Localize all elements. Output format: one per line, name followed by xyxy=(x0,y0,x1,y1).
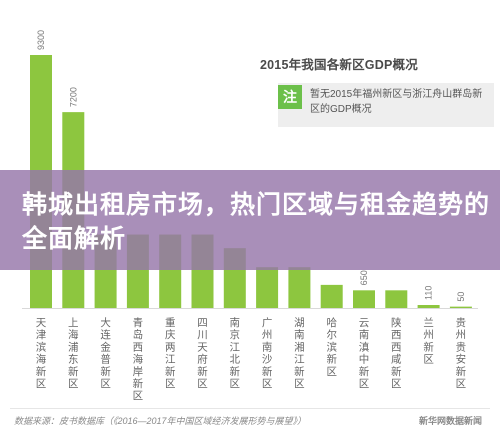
category-label: 云南滇中新区 xyxy=(359,317,370,390)
footer-brand: 新华网数据新闻 xyxy=(418,416,482,426)
chart-title: 2015年我国各新区GDP概况 xyxy=(260,58,418,72)
category-label: 重庆两江新区 xyxy=(165,316,176,390)
category-label: 陕西西咸新区 xyxy=(391,316,402,390)
bar-value-label: 50 xyxy=(456,292,466,302)
bar xyxy=(288,267,311,308)
bar xyxy=(449,306,472,308)
category-label: 上海浦东新区 xyxy=(68,317,79,390)
bar xyxy=(320,284,343,308)
category-label: 湖南湘江新区 xyxy=(294,317,305,390)
category-label: 贵州贵安新区 xyxy=(456,316,467,390)
bar-value-label: 7200 xyxy=(68,87,78,107)
category-label: 天津滨海新区 xyxy=(36,317,47,390)
footer-divider xyxy=(10,408,490,409)
category-label: 兰州新区 xyxy=(423,316,434,366)
category-label: 南京江北新区 xyxy=(230,316,241,390)
bar-value-label: 650 xyxy=(359,270,369,285)
bar-value-label: 9300 xyxy=(36,30,46,50)
bar xyxy=(353,290,375,308)
bar-value-label: 110 xyxy=(424,286,434,300)
category-label: 青岛西海岸新区 xyxy=(133,316,144,402)
category-label: 大连金普新区 xyxy=(100,316,111,390)
note-icon: 注 xyxy=(278,85,302,109)
category-label: 哈尔滨新区 xyxy=(326,316,337,378)
note-text: 暂无2015年福州新区与浙江舟山群岛新区的GDP概况 xyxy=(310,89,483,115)
note-box: 注 暂无2015年福州新区与浙江舟山群岛新区的GDP概况 xyxy=(278,83,494,127)
banner-title: 韩城出租房市场，热门区域与租金趋势的全面解析 xyxy=(22,191,491,253)
category-label: 广州南沙新区 xyxy=(262,317,273,390)
category-label: 四川天府新区 xyxy=(197,317,208,390)
bar xyxy=(417,305,440,308)
bar xyxy=(385,290,408,308)
footer-source: 数据来源：皮书数据库（《2016—2017年中国区域经济发展形势与展望》） xyxy=(14,416,307,426)
bar xyxy=(256,267,279,308)
article-banner: 韩城出租房市场，热门区域与租金趋势的全面解析 xyxy=(0,170,500,270)
